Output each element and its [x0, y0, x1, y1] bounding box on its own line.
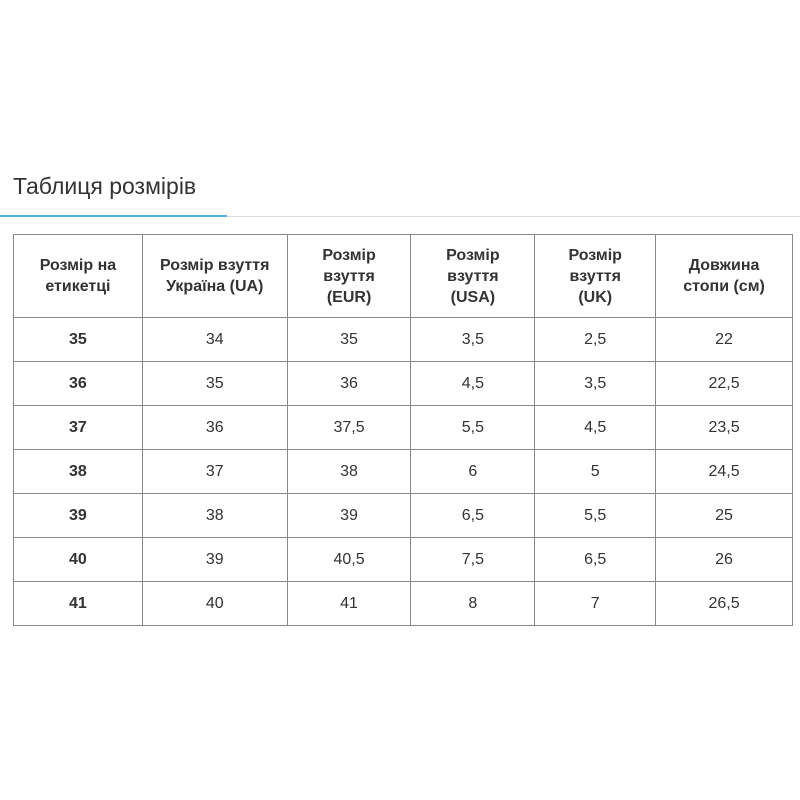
column-header-label: Розмір на етикетці — [39, 257, 117, 295]
column-header: Розмір взуття (EUR) — [286, 234, 412, 318]
column-header-label: Довжина стопи (см) — [683, 257, 765, 295]
label-size-cell: 41 — [13, 581, 143, 626]
table-cell: 26,5 — [655, 581, 793, 626]
column-header-label: Розмір взуття (EUR) — [322, 246, 376, 306]
page-title: Таблиця розмірів — [13, 173, 197, 199]
column-header-label: Розмір взуття Україна (UA) — [160, 257, 270, 295]
column-header: Розмір взуття (USA) — [410, 234, 536, 318]
label-size-cell: 38 — [13, 449, 143, 494]
table-cell: 5,5 — [410, 405, 536, 450]
table-row: 41 40 41 8 7 26,5 — [13, 581, 793, 626]
table-row: 39 38 39 6,5 5,5 25 — [13, 493, 793, 538]
table-cell: 37 — [141, 449, 288, 494]
table-cell: 6,5 — [410, 493, 536, 538]
table-cell: 5 — [534, 449, 657, 494]
table-cell: 36 — [286, 361, 412, 406]
size-table: Розмір на етикетці Розмір взуття Україна … — [13, 234, 793, 626]
table-header-row: Розмір на етикетці Розмір взуття Україна … — [13, 234, 793, 318]
label-size-cell: 36 — [13, 361, 143, 406]
table-cell: 37,5 — [286, 405, 412, 450]
table-cell: 39 — [286, 493, 412, 538]
table-cell: 6,5 — [534, 537, 657, 582]
table-cell: 40 — [141, 581, 288, 626]
label-size-cell: 39 — [13, 493, 143, 538]
table-cell: 22 — [655, 317, 793, 362]
table-cell: 39 — [141, 537, 288, 582]
table-cell: 4,5 — [410, 361, 536, 406]
label-size-cell: 35 — [13, 317, 143, 362]
table-cell: 4,5 — [534, 405, 657, 450]
label-size-cell: 37 — [13, 405, 143, 450]
title-divider — [0, 216, 800, 217]
table-row: 38 37 38 6 5 24,5 — [13, 449, 793, 494]
table-cell: 6 — [410, 449, 536, 494]
table-cell: 22,5 — [655, 361, 793, 406]
table-row: 35 34 35 3,5 2,5 22 — [13, 317, 793, 362]
table-cell: 8 — [410, 581, 536, 626]
label-size-cell: 40 — [13, 537, 143, 582]
table-cell: 36 — [141, 405, 288, 450]
column-header: Розмір взуття (UK) — [534, 234, 657, 318]
table-cell: 23,5 — [655, 405, 793, 450]
table-cell: 5,5 — [534, 493, 657, 538]
table-cell: 35 — [286, 317, 412, 362]
table-cell: 34 — [141, 317, 288, 362]
table-cell: 3,5 — [410, 317, 536, 362]
table-cell: 3,5 — [534, 361, 657, 406]
column-header: Розмір взуття Україна (UA) — [141, 234, 288, 318]
table-cell: 26 — [655, 537, 793, 582]
column-header: Довжина стопи (см) — [655, 234, 793, 318]
table-row: 36 35 36 4,5 3,5 22,5 — [13, 361, 793, 406]
table-cell: 38 — [141, 493, 288, 538]
table-row: 37 36 37,5 5,5 4,5 23,5 — [13, 405, 793, 450]
title-divider-accent — [0, 215, 227, 217]
table-cell: 2,5 — [534, 317, 657, 362]
table-cell: 41 — [286, 581, 412, 626]
table-cell: 35 — [141, 361, 288, 406]
column-header: Розмір на етикетці — [13, 234, 143, 318]
table-cell: 7 — [534, 581, 657, 626]
table-cell: 38 — [286, 449, 412, 494]
column-header-label: Розмір взуття (USA) — [446, 246, 500, 306]
table-row: 40 39 40,5 7,5 6,5 26 — [13, 537, 793, 582]
column-header-label: Розмір взуття (UK) — [568, 246, 622, 306]
table-cell: 25 — [655, 493, 793, 538]
table-cell: 24,5 — [655, 449, 793, 494]
table-cell: 7,5 — [410, 537, 536, 582]
table-cell: 40,5 — [286, 537, 412, 582]
